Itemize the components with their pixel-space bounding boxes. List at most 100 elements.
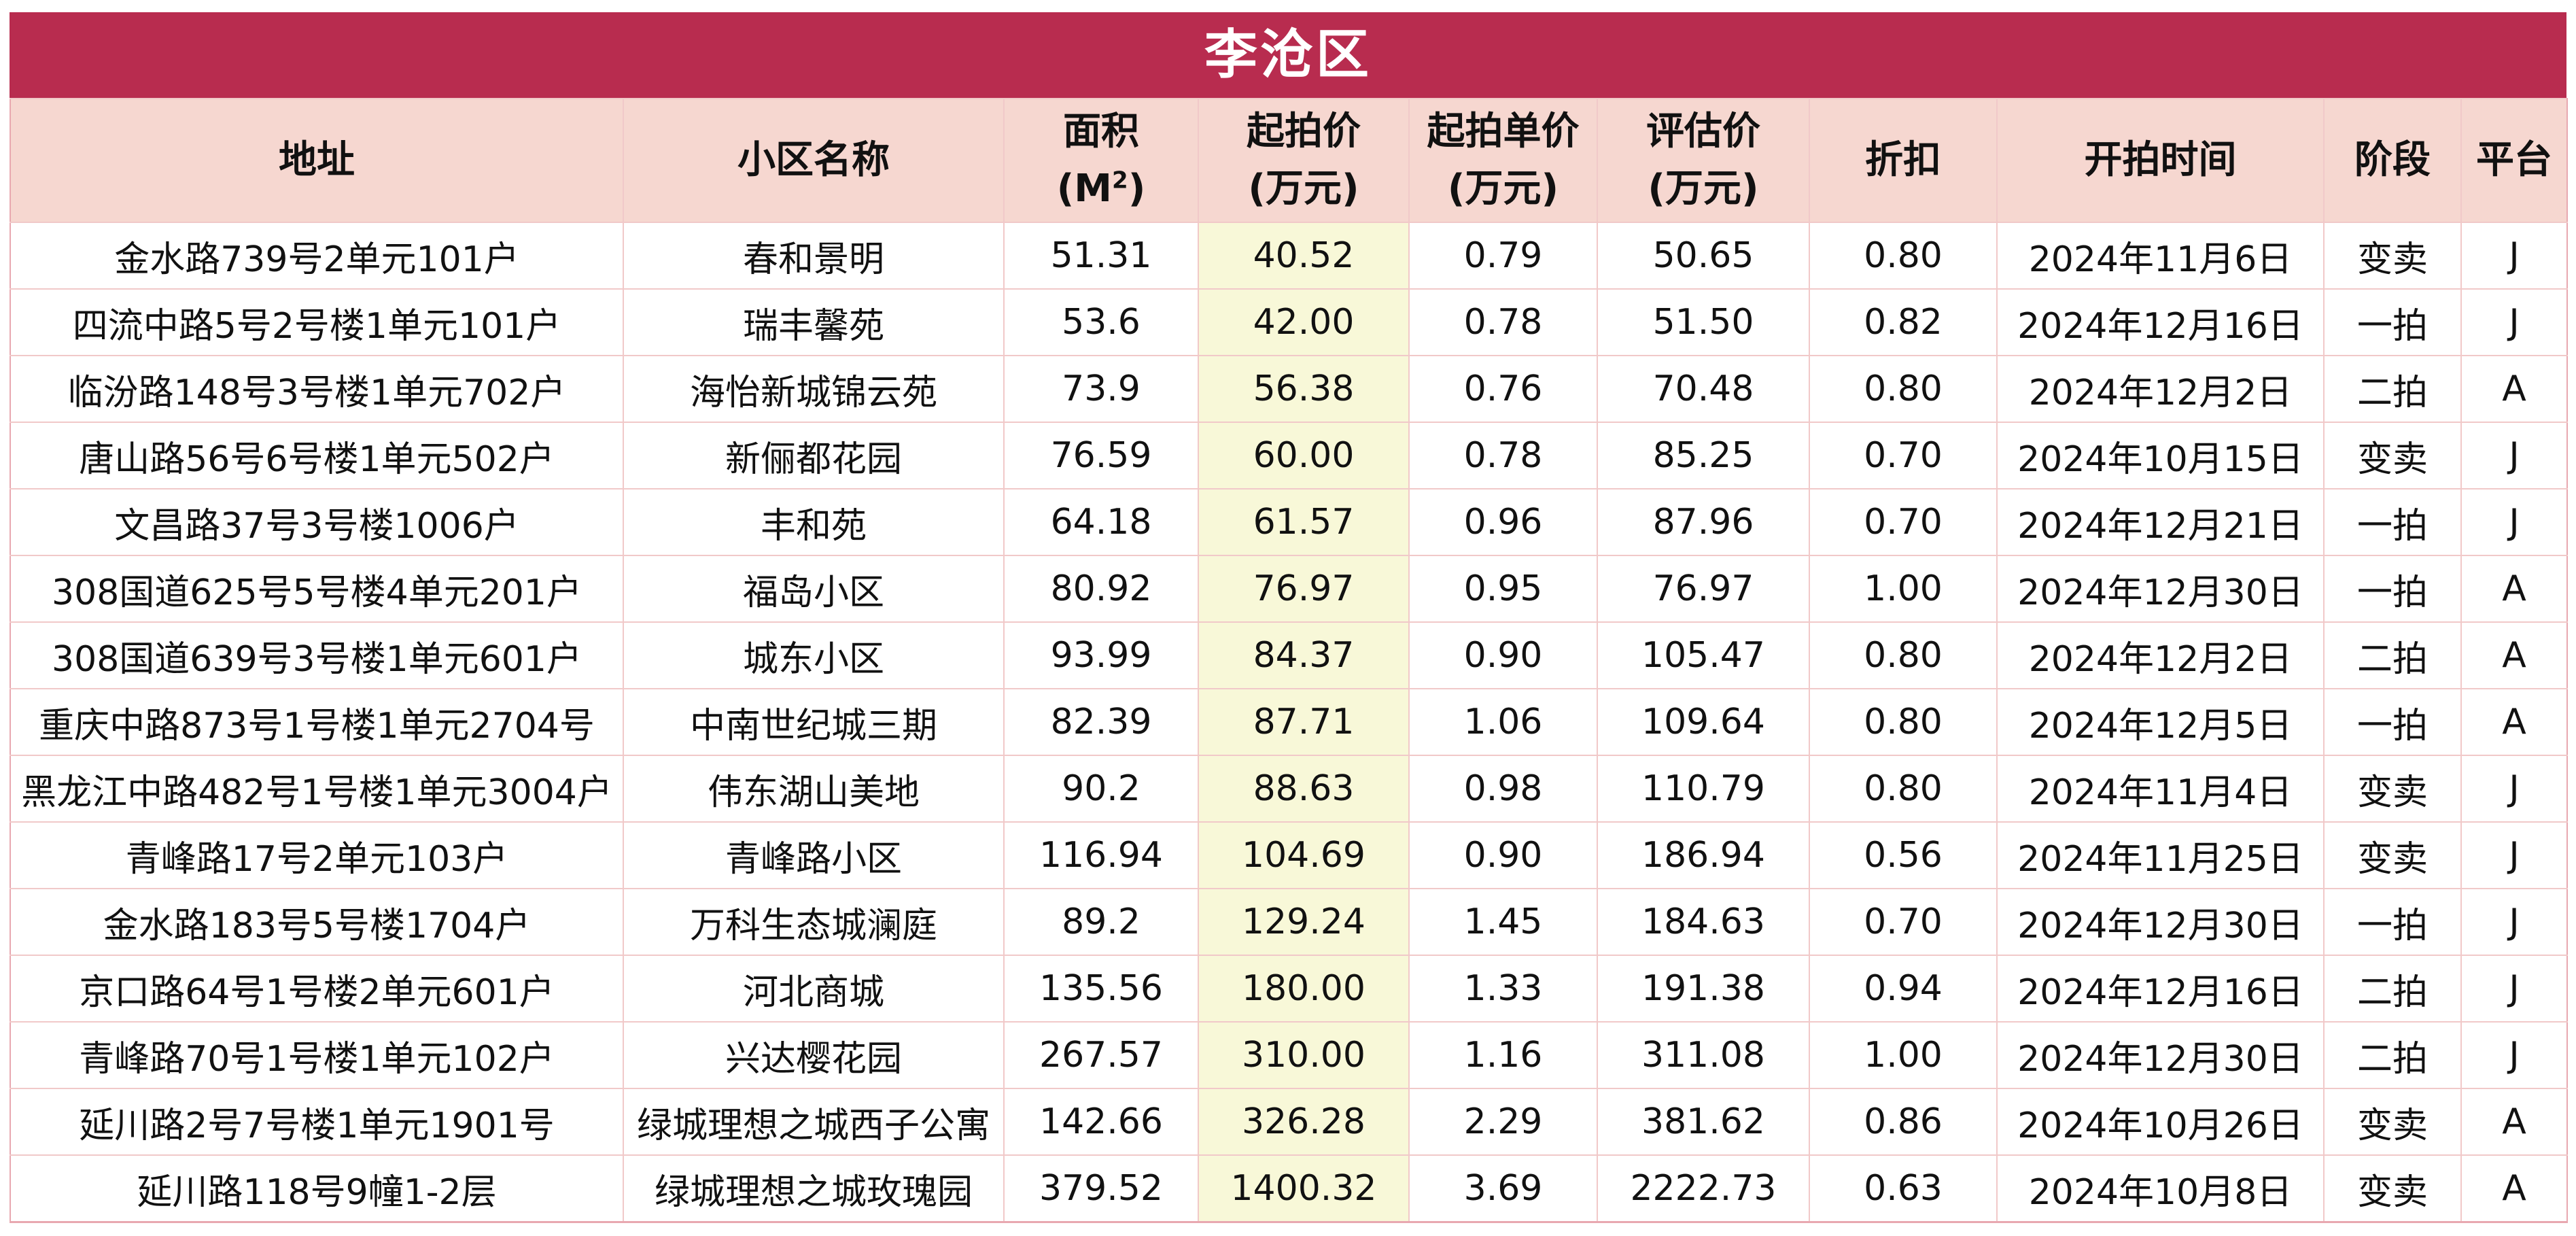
cell-area[interactable]: 116.94 xyxy=(1003,821,1199,889)
cell-address[interactable]: 延川路2号7号楼1单元1901号 xyxy=(10,1088,624,1156)
cell-discount[interactable]: 0.82 xyxy=(1809,288,1998,356)
cell-discount[interactable]: 1.00 xyxy=(1809,1021,1998,1089)
cell-address[interactable]: 京口路64号1号楼2单元601户 xyxy=(10,955,624,1023)
cell-appraisal[interactable]: 184.63 xyxy=(1597,888,1810,956)
cell-start-price[interactable]: 56.38 xyxy=(1198,355,1410,423)
cell-community[interactable]: 城东小区 xyxy=(623,621,1005,689)
cell-start-time[interactable]: 2024年12月16日 xyxy=(1996,288,2325,356)
cell-platform[interactable]: J xyxy=(2460,821,2568,889)
cell-discount[interactable]: 0.70 xyxy=(1809,888,1998,956)
cell-start-time[interactable]: 2024年12月2日 xyxy=(1996,355,2325,423)
cell-discount[interactable]: 1.00 xyxy=(1809,555,1998,623)
cell-unit-price[interactable]: 1.06 xyxy=(1408,688,1598,756)
cell-community[interactable]: 福岛小区 xyxy=(623,555,1005,623)
cell-unit-price[interactable]: 0.95 xyxy=(1408,555,1598,623)
cell-platform[interactable]: A xyxy=(2460,621,2568,689)
table-row[interactable]: 延川路2号7号楼1单元1901号 绿城理想之城西子公寓 142.66 326.28 2.… xyxy=(10,1088,2568,1156)
cell-start-price[interactable]: 326.28 xyxy=(1198,1088,1410,1156)
cell-stage[interactable]: 一拍 xyxy=(2323,555,2462,623)
cell-address[interactable]: 延川路118号9幢1-2层 xyxy=(10,1154,624,1223)
cell-community[interactable]: 伟东湖山美地 xyxy=(623,755,1005,823)
cell-community[interactable]: 新俪都花园 xyxy=(623,422,1005,490)
cell-platform[interactable]: A xyxy=(2460,688,2568,756)
cell-discount[interactable]: 0.80 xyxy=(1809,755,1998,823)
cell-start-price[interactable]: 310.00 xyxy=(1198,1021,1410,1089)
cell-start-price[interactable]: 129.24 xyxy=(1198,888,1410,956)
cell-start-time[interactable]: 2024年10月15日 xyxy=(1996,422,2325,490)
cell-discount[interactable]: 0.70 xyxy=(1809,488,1998,556)
table-row[interactable]: 青峰路70号1号楼1单元102户 兴达樱花园 267.57 310.00 1.16 311… xyxy=(10,1021,2568,1089)
cell-stage[interactable]: 二拍 xyxy=(2323,955,2462,1023)
cell-start-time[interactable]: 2024年11月25日 xyxy=(1996,821,2325,889)
cell-address[interactable]: 文昌路37号3号楼1006户 xyxy=(10,488,624,556)
table-row[interactable]: 延川路118号9幢1-2层 绿城理想之城玫瑰园 379.52 1400.32 3.69 2… xyxy=(10,1154,2568,1223)
table-row[interactable]: 金水路183号5号楼1704户 万科生态城澜庭 89.2 129.24 1.45 184.… xyxy=(10,888,2568,956)
cell-unit-price[interactable]: 1.45 xyxy=(1408,888,1598,956)
header-unit-price[interactable]: 起拍单价 (万元) xyxy=(1408,98,1598,223)
cell-platform[interactable]: J xyxy=(2460,1021,2568,1089)
cell-start-time[interactable]: 2024年10月8日 xyxy=(1996,1154,2325,1223)
cell-address[interactable]: 青峰路70号1号楼1单元102户 xyxy=(10,1021,624,1089)
cell-community[interactable]: 中南世纪城三期 xyxy=(623,688,1005,756)
header-appraisal[interactable]: 评估价 (万元) xyxy=(1597,98,1810,223)
cell-start-price[interactable]: 42.00 xyxy=(1198,288,1410,356)
cell-stage[interactable]: 一拍 xyxy=(2323,888,2462,956)
cell-unit-price[interactable]: 0.79 xyxy=(1408,222,1598,290)
cell-unit-price[interactable]: 0.78 xyxy=(1408,422,1598,490)
header-community[interactable]: 小区名称 xyxy=(623,98,1005,223)
cell-start-price[interactable]: 1400.32 xyxy=(1198,1154,1410,1223)
cell-appraisal[interactable]: 76.97 xyxy=(1597,555,1810,623)
cell-community[interactable]: 万科生态城澜庭 xyxy=(623,888,1005,956)
header-area[interactable]: 面积 (M2) xyxy=(1003,98,1199,223)
cell-start-time[interactable]: 2024年12月5日 xyxy=(1996,688,2325,756)
cell-unit-price[interactable]: 0.90 xyxy=(1408,821,1598,889)
cell-stage[interactable]: 二拍 xyxy=(2323,621,2462,689)
cell-address[interactable]: 黑龙江中路482号1号楼1单元3004户 xyxy=(10,755,624,823)
cell-start-price[interactable]: 84.37 xyxy=(1198,621,1410,689)
cell-platform[interactable]: J xyxy=(2460,488,2568,556)
cell-appraisal[interactable]: 2222.73 xyxy=(1597,1154,1810,1223)
cell-area[interactable]: 90.2 xyxy=(1003,755,1199,823)
table-row[interactable]: 京口路64号1号楼2单元601户 河北商城 135.56 180.00 1.33 191.… xyxy=(10,955,2568,1023)
cell-platform[interactable]: J xyxy=(2460,755,2568,823)
cell-discount[interactable]: 0.80 xyxy=(1809,222,1998,290)
cell-appraisal[interactable]: 110.79 xyxy=(1597,755,1810,823)
cell-start-time[interactable]: 2024年12月30日 xyxy=(1996,555,2325,623)
cell-community[interactable]: 丰和苑 xyxy=(623,488,1005,556)
cell-platform[interactable]: J xyxy=(2460,222,2568,290)
cell-appraisal[interactable]: 51.50 xyxy=(1597,288,1810,356)
cell-address[interactable]: 308国道625号5号楼4单元201户 xyxy=(10,555,624,623)
cell-stage[interactable]: 二拍 xyxy=(2323,1021,2462,1089)
table-row[interactable]: 重庆中路873号1号楼1单元2704号 中南世纪城三期 82.39 87.71 1.06… xyxy=(10,688,2568,756)
cell-discount[interactable]: 0.94 xyxy=(1809,955,1998,1023)
table-row[interactable]: 文昌路37号3号楼1006户 丰和苑 64.18 61.57 0.96 87.96 0.70… xyxy=(10,488,2568,556)
cell-stage[interactable]: 变卖 xyxy=(2323,422,2462,490)
cell-area[interactable]: 267.57 xyxy=(1003,1021,1199,1089)
cell-start-time[interactable]: 2024年10月26日 xyxy=(1996,1088,2325,1156)
cell-address[interactable]: 临汾路148号3号楼1单元702户 xyxy=(10,355,624,423)
cell-stage[interactable]: 一拍 xyxy=(2323,488,2462,556)
cell-community[interactable]: 兴达樱花园 xyxy=(623,1021,1005,1089)
cell-discount[interactable]: 0.80 xyxy=(1809,688,1998,756)
cell-appraisal[interactable]: 186.94 xyxy=(1597,821,1810,889)
cell-discount[interactable]: 0.86 xyxy=(1809,1088,1998,1156)
header-start-price[interactable]: 起拍价 (万元) xyxy=(1198,98,1410,223)
cell-stage[interactable]: 一拍 xyxy=(2323,288,2462,356)
cell-start-time[interactable]: 2024年12月16日 xyxy=(1996,955,2325,1023)
cell-stage[interactable]: 变卖 xyxy=(2323,1088,2462,1156)
cell-appraisal[interactable]: 311.08 xyxy=(1597,1021,1810,1089)
table-row[interactable]: 308国道639号3号楼1单元601户 城东小区 93.99 84.37 0.90 105… xyxy=(10,621,2568,689)
cell-appraisal[interactable]: 70.48 xyxy=(1597,355,1810,423)
cell-stage[interactable]: 变卖 xyxy=(2323,222,2462,290)
cell-start-price[interactable]: 87.71 xyxy=(1198,688,1410,756)
table-row[interactable]: 临汾路148号3号楼1单元702户 海怡新城锦云苑 73.9 56.38 0.76 70.… xyxy=(10,355,2568,423)
cell-stage[interactable]: 二拍 xyxy=(2323,355,2462,423)
cell-address[interactable]: 308国道639号3号楼1单元601户 xyxy=(10,621,624,689)
cell-community[interactable]: 春和景明 xyxy=(623,222,1005,290)
cell-appraisal[interactable]: 191.38 xyxy=(1597,955,1810,1023)
cell-discount[interactable]: 0.80 xyxy=(1809,621,1998,689)
cell-start-time[interactable]: 2024年11月6日 xyxy=(1996,222,2325,290)
cell-unit-price[interactable]: 0.90 xyxy=(1408,621,1598,689)
cell-stage[interactable]: 变卖 xyxy=(2323,821,2462,889)
cell-start-price[interactable]: 60.00 xyxy=(1198,422,1410,490)
